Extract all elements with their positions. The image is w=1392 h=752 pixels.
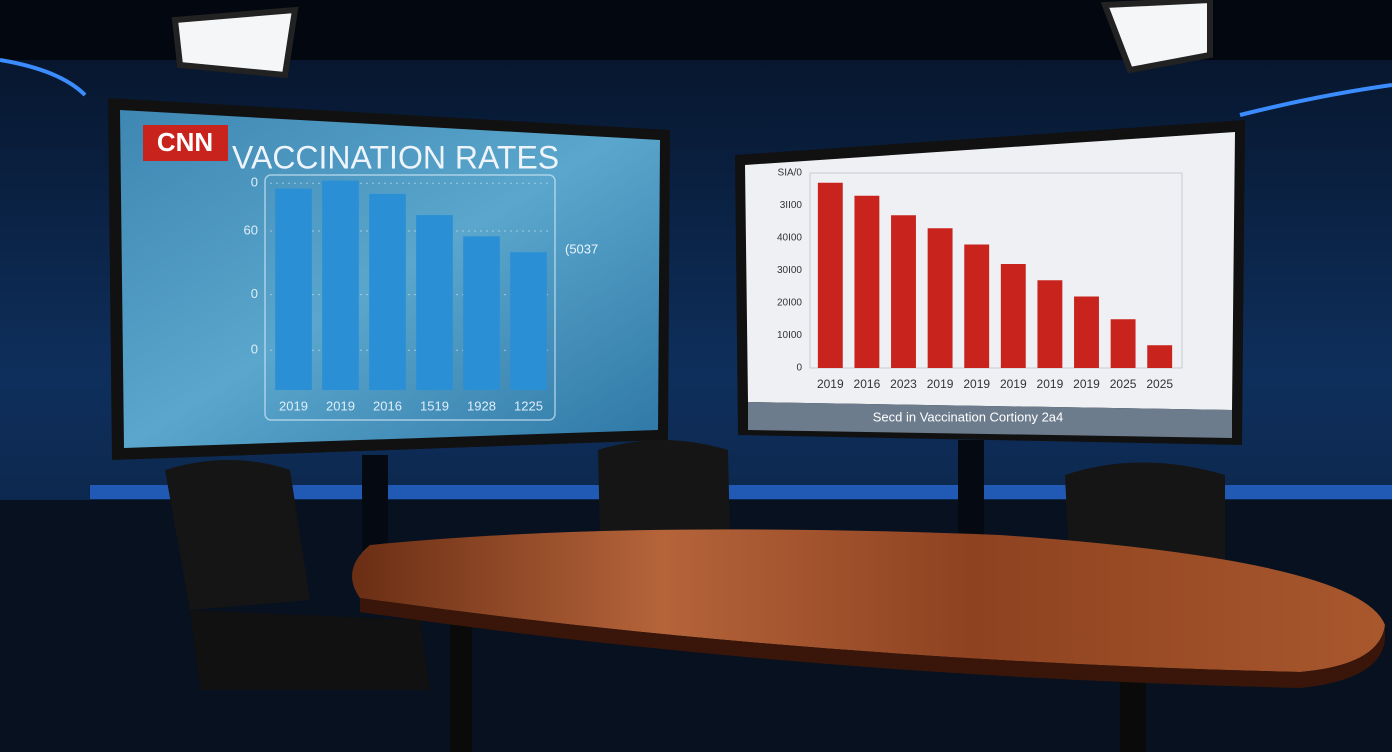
- y-tick-label: 10I00: [777, 330, 802, 341]
- y-tick-label: 0: [251, 286, 258, 301]
- x-tick-label: 2019: [1037, 377, 1064, 391]
- y-tick-label: 60: [244, 222, 258, 237]
- x-tick-label: 1519: [420, 398, 449, 413]
- studio-light: [1100, 0, 1213, 74]
- x-tick-label: 2019: [963, 377, 990, 391]
- x-tick-label: 2023: [890, 377, 917, 391]
- y-tick-label: 3II00: [780, 200, 803, 211]
- y-tick-label: 30I00: [777, 265, 802, 276]
- chair: [165, 460, 310, 610]
- bar: [416, 215, 453, 390]
- x-tick-label: 1225: [514, 398, 543, 413]
- caption: Secd in Vaccination Cortiony 2a4: [873, 409, 1064, 424]
- bar: [1000, 264, 1026, 368]
- y-tick-label: 0: [251, 342, 258, 357]
- y-tick-label: 0: [251, 175, 258, 190]
- bar: [322, 180, 359, 390]
- y-tick-label: 0: [796, 363, 802, 374]
- x-tick-label: 1928: [467, 398, 496, 413]
- caption-bar: [748, 402, 1232, 438]
- x-tick-label: 2016: [854, 377, 881, 391]
- logo: CNN: [157, 127, 213, 157]
- chart-title: VACCINATION RATES: [232, 139, 559, 175]
- plot-frame: [264, 174, 556, 421]
- bar: [927, 228, 953, 368]
- x-tick-label: 2019: [817, 377, 844, 391]
- bar: [1110, 319, 1136, 368]
- logo-box: [143, 125, 228, 161]
- y-tick-label: 20I00: [777, 298, 802, 309]
- x-tick-label: 2019: [927, 377, 954, 391]
- table: [352, 529, 1385, 672]
- annotation: (5037: [565, 241, 598, 256]
- y-tick-label: SIA/0: [778, 168, 803, 179]
- studio-light: [171, 6, 299, 79]
- x-tick-label: 2025: [1110, 377, 1137, 391]
- x-tick-label: 2019: [1000, 377, 1027, 391]
- bar: [1037, 280, 1063, 368]
- table-edge: [360, 598, 1385, 688]
- bar: [275, 188, 312, 390]
- y-tick-label: 40I00: [777, 233, 802, 244]
- x-tick-label: 2019: [1073, 377, 1100, 391]
- bar: [369, 193, 406, 390]
- light-strip: [0, 58, 87, 97]
- bar: [510, 252, 547, 390]
- bar: [1147, 345, 1173, 368]
- chair: [190, 610, 430, 690]
- bar: [854, 195, 880, 368]
- plot-frame: [809, 172, 1183, 369]
- x-tick-label: 2019: [326, 398, 355, 413]
- bar: [463, 236, 500, 390]
- table-leg: [450, 610, 472, 752]
- screen-stand: [958, 440, 984, 550]
- bar: [964, 244, 990, 368]
- x-tick-label: 2025: [1146, 377, 1173, 391]
- bar: [891, 215, 916, 368]
- chair: [598, 440, 730, 540]
- x-tick-label: 2016: [373, 398, 402, 413]
- bar: [1074, 296, 1099, 368]
- screen-stand: [362, 455, 388, 550]
- bar: [817, 182, 843, 368]
- light-strip: [1239, 83, 1392, 117]
- x-tick-label: 2019: [279, 398, 308, 413]
